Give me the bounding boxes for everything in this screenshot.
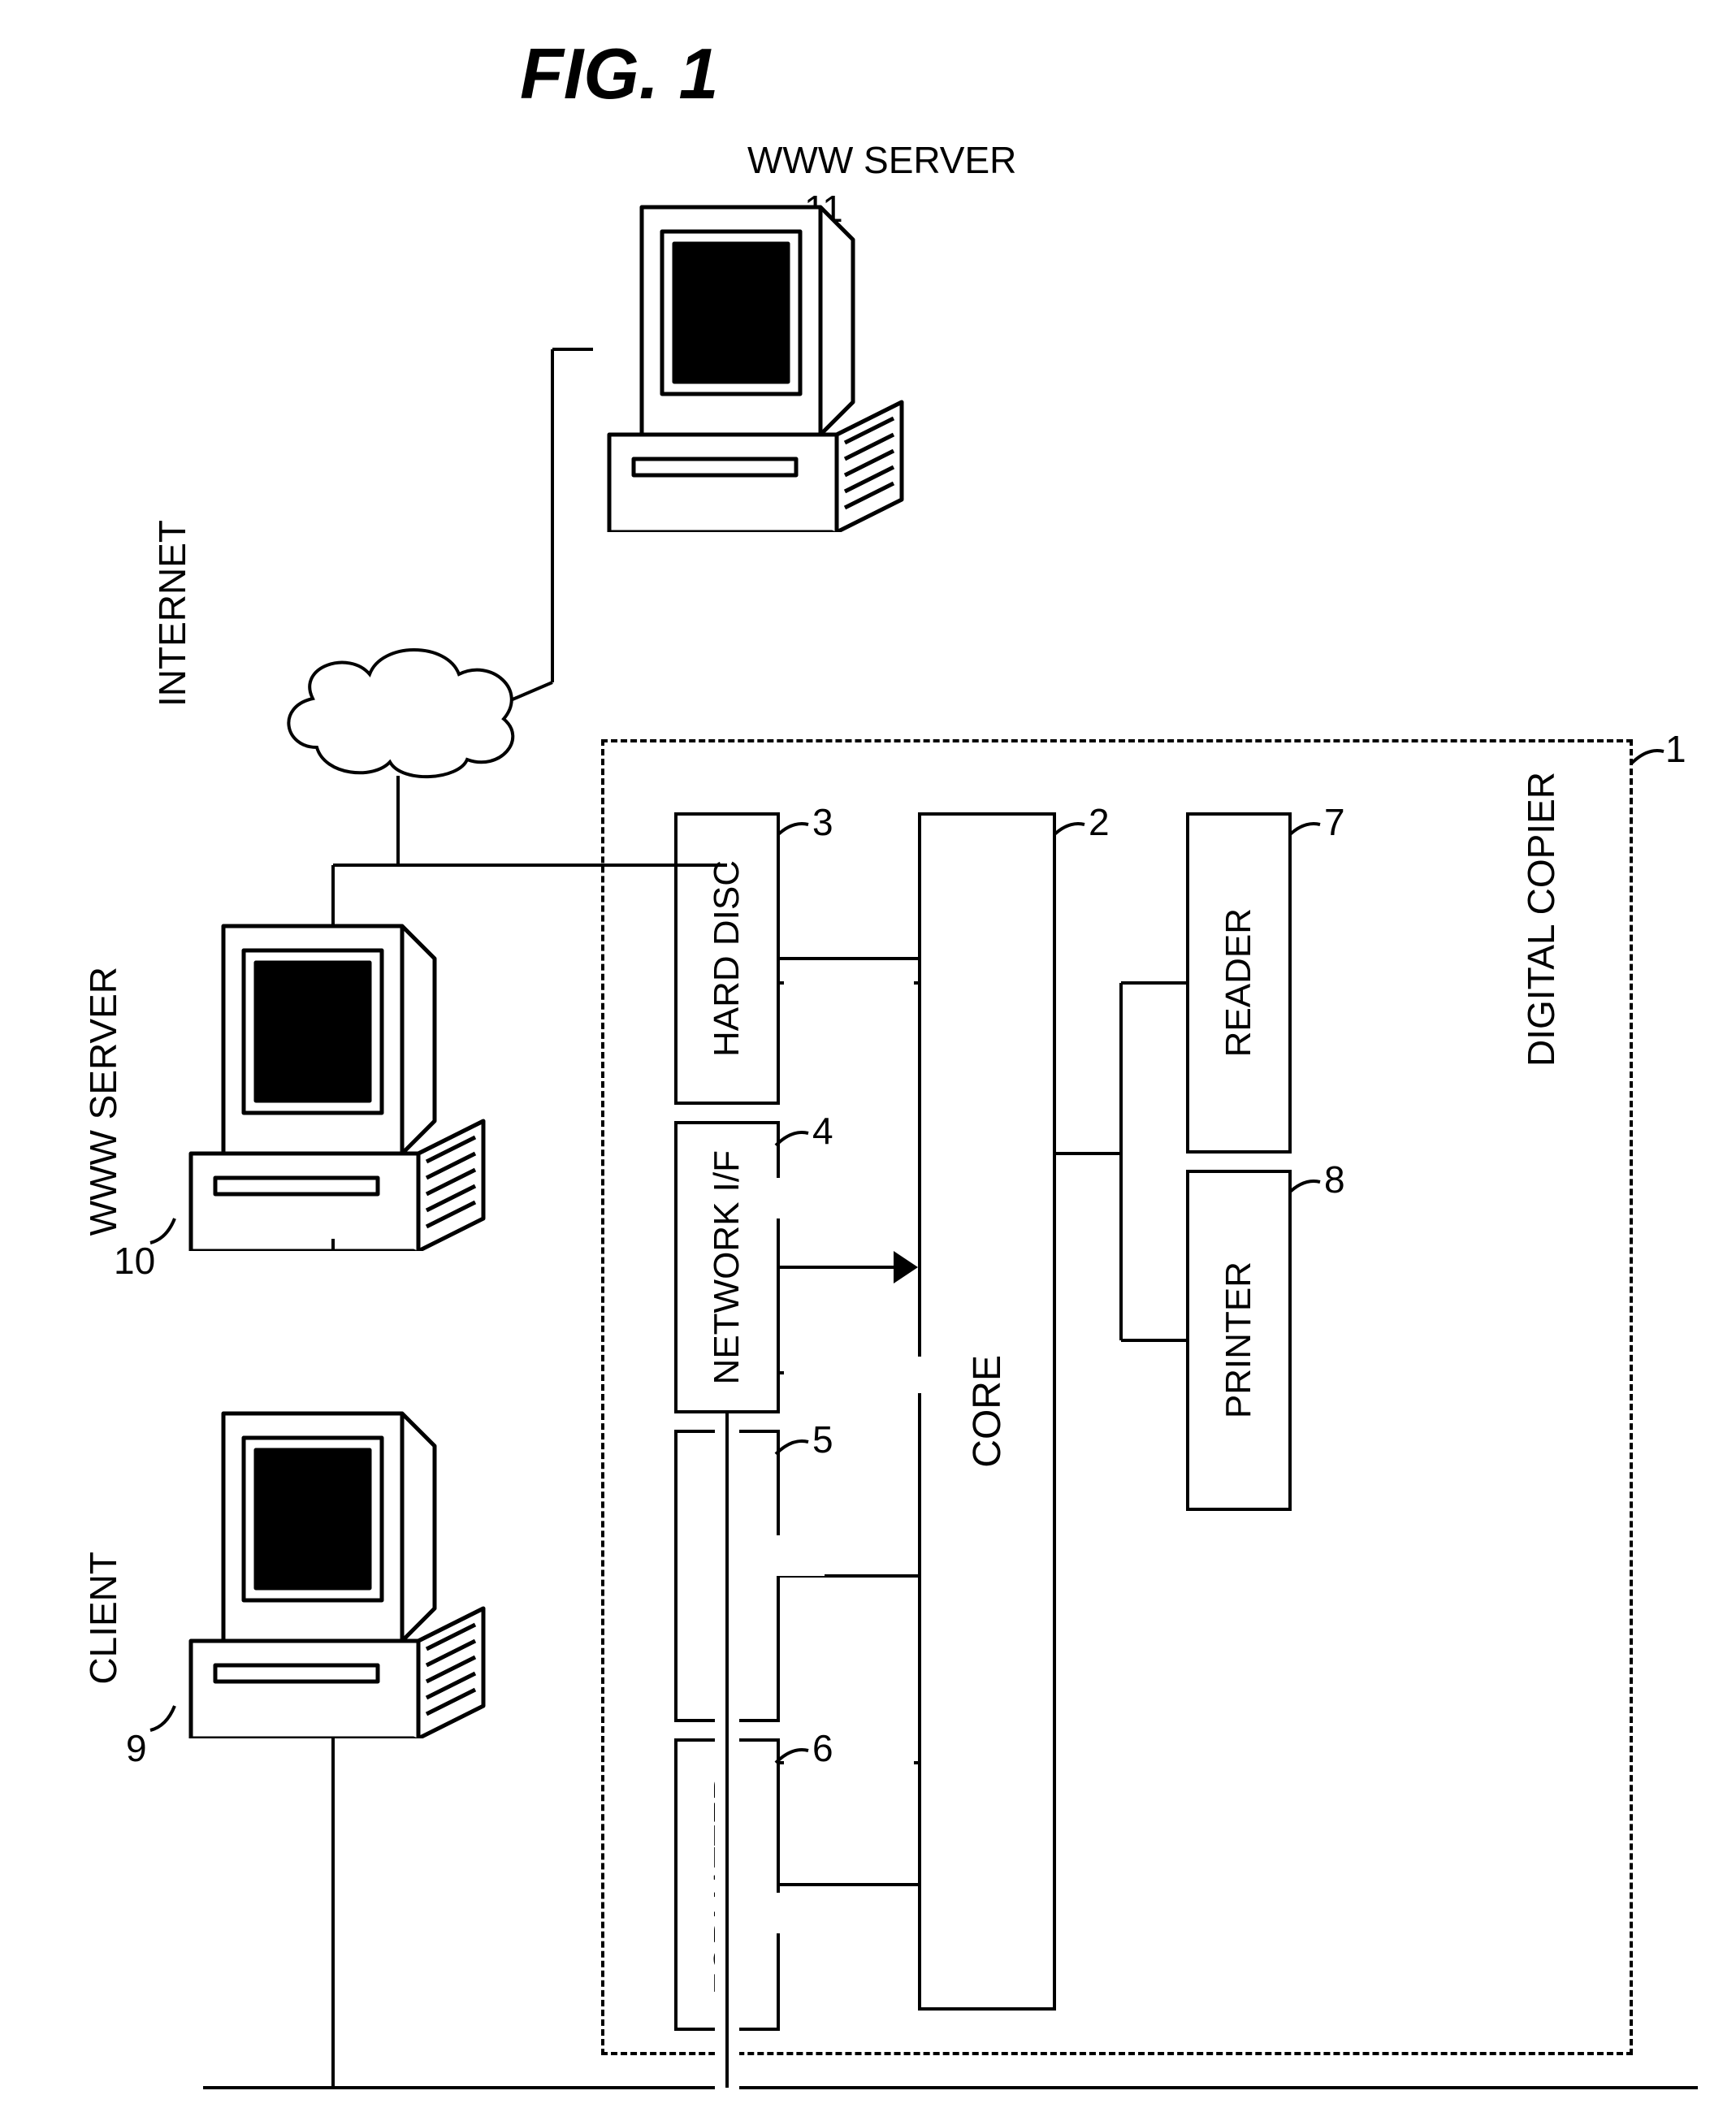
diagram-canvas: FIG. 1 [32, 32, 1704, 2089]
extra-wires [32, 32, 1704, 2089]
